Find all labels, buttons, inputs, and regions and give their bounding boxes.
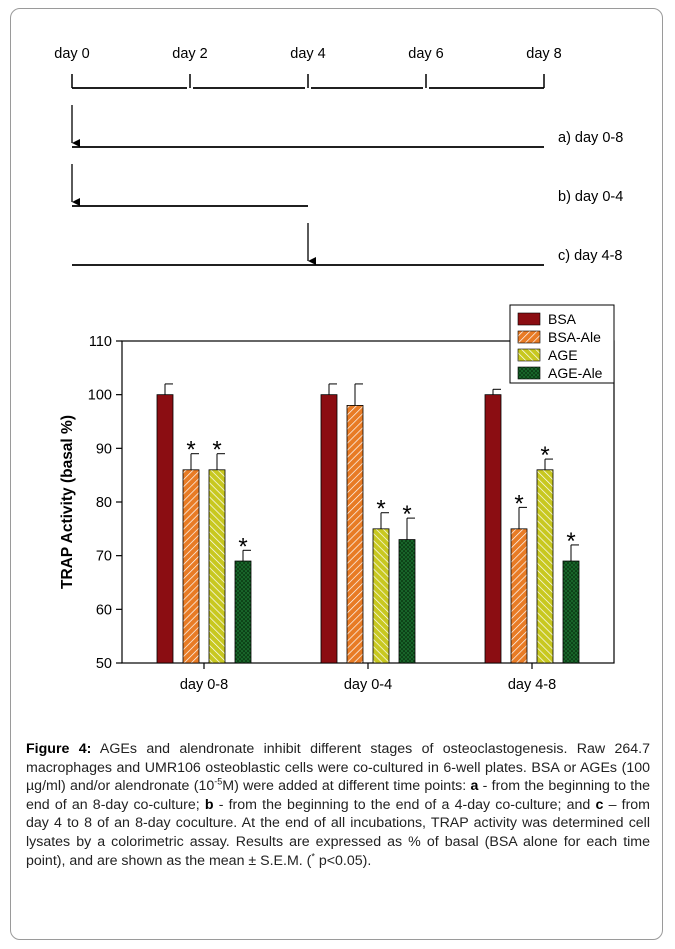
caption-text-1: AGEs and alendronate inhibit different s… [26, 741, 650, 795]
significance-marker: * [212, 437, 221, 464]
y-axis-label: TRAP Activity (basal %) [59, 415, 76, 589]
y-tick-label: 50 [96, 656, 112, 672]
caption-text-6: p<0.05). [314, 852, 372, 869]
timeline-diagram: day 0 day 2 day 4 day 6 day 8 a) day 0-8 b) d… [54, 46, 623, 266]
legend-entry: AGE [548, 347, 578, 363]
significance-marker: * [514, 490, 523, 517]
bar-bsa-ale [182, 469, 200, 664]
caption-text-4: - from the beginning to the end of a 4-d… [213, 796, 596, 813]
y-tick-label: 110 [89, 334, 112, 350]
bar-age [372, 528, 390, 664]
significance-marker: * [540, 442, 549, 469]
condition-label: a) day 0-8 [558, 130, 623, 146]
x-tick-label: day 4-8 [508, 677, 556, 693]
caption-asterisk: * [311, 850, 315, 861]
caption-bold-a: a [470, 778, 479, 795]
bar-chart: 50 60 70 80 90 100 110 TRAP Activity (basal %) d… [59, 304, 615, 693]
caption-bold-b: b [204, 796, 214, 813]
y-tick-label: 80 [96, 495, 112, 511]
significance-marker: * [566, 528, 575, 555]
timeline-day-label: day 8 [526, 46, 561, 62]
significance-marker: * [238, 533, 247, 560]
caption-text-2: M) were added at different time points: [222, 778, 471, 795]
legend-entry: AGE-Ale [548, 365, 603, 381]
y-tick-label: 70 [96, 549, 112, 565]
condition-label: c) day 4-8 [558, 248, 622, 264]
legend-swatch [517, 312, 541, 326]
significance-marker: * [376, 496, 385, 523]
caption-exponent: -5 [214, 776, 223, 787]
bar-age [208, 469, 226, 664]
legend-entry: BSA [548, 311, 577, 327]
timeline-day-label: day 0 [54, 46, 89, 62]
timeline-day-label: day 2 [172, 46, 207, 62]
figure-frame [10, 8, 663, 940]
legend-entry: BSA-Ale [548, 329, 601, 345]
bar-age-ale [234, 560, 252, 664]
y-tick-label: 100 [88, 388, 112, 404]
timeline-day-label: day 6 [408, 46, 443, 62]
caption-text-5: – from day 4 to 8 of an 8-day coculture.… [26, 796, 651, 869]
bar-age [536, 469, 554, 664]
bar-age-ale [562, 560, 580, 664]
bar-bsa [320, 394, 338, 664]
bar-bsa [156, 394, 174, 664]
figure-caption: Figure 4: AGEs and alendronate inhibit d… [26, 740, 650, 870]
bar-age-ale [398, 539, 416, 664]
legend-swatch [517, 348, 541, 362]
y-tick-label: 60 [96, 602, 112, 618]
bar-bsa-ale [346, 405, 364, 664]
x-tick-label: day 0-4 [344, 677, 392, 693]
legend-swatch [517, 366, 541, 380]
caption-label: Figure 4: [26, 741, 92, 757]
legend-swatch [517, 330, 541, 344]
x-tick-label: day 0-8 [180, 677, 228, 693]
bar-bsa-ale [510, 528, 528, 664]
caption-bold-c: c [595, 796, 604, 813]
bar-bsa [484, 394, 502, 664]
significance-marker: * [186, 437, 195, 464]
condition-label: b) day 0-4 [558, 189, 623, 205]
y-tick-label: 90 [96, 441, 112, 457]
caption-text-3: - from the beginning to the end of an 8-… [26, 778, 650, 813]
significance-marker: * [402, 501, 411, 528]
timeline-day-label: day 4 [290, 46, 325, 62]
